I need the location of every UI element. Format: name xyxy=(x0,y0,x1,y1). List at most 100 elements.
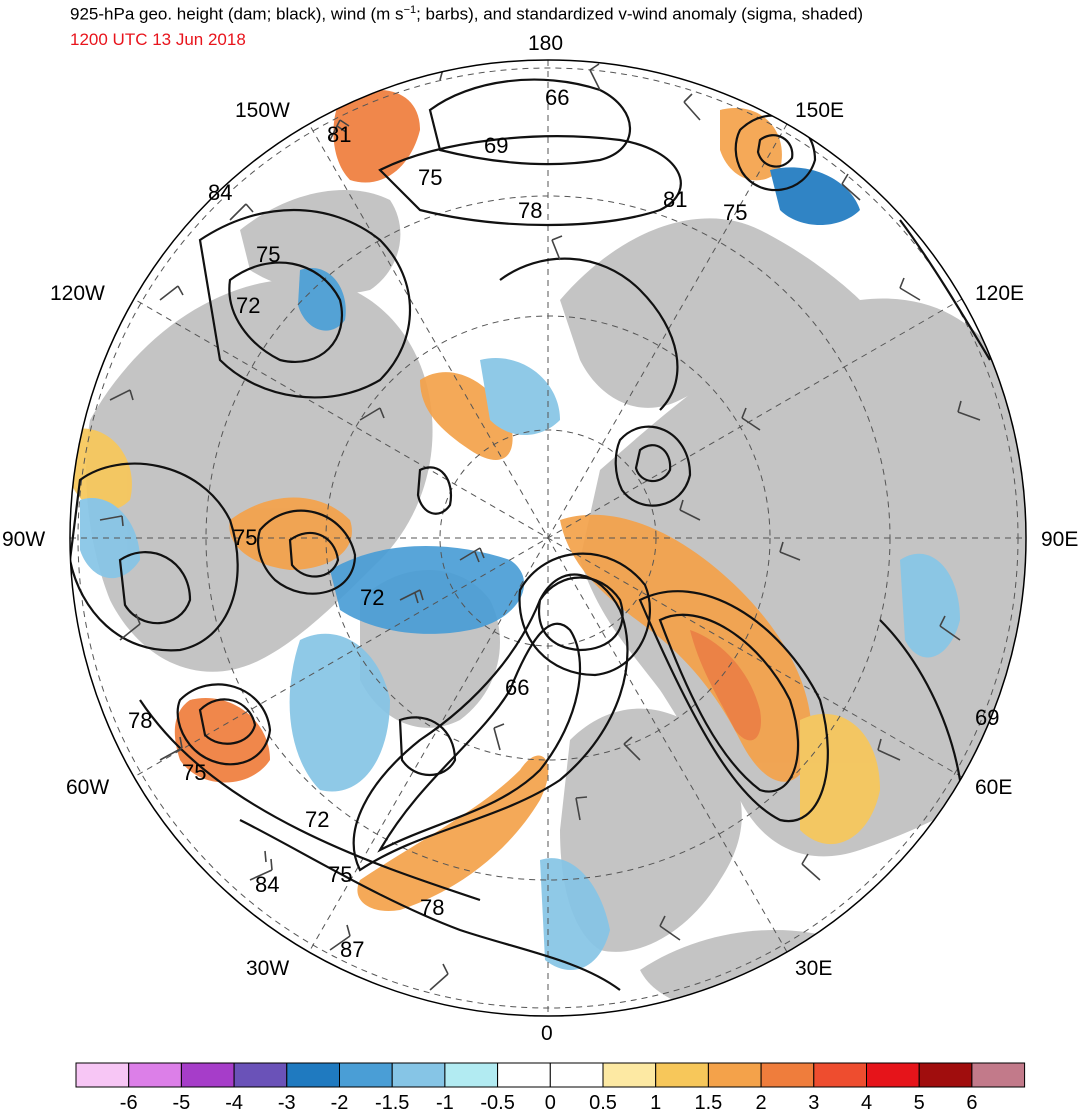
title-superscript: −1 xyxy=(403,4,417,16)
colorbar-tick-label: -1.5 xyxy=(375,1092,409,1112)
wind-barb xyxy=(679,499,701,521)
lon-label-120w: 120W xyxy=(50,282,105,305)
wind-barb xyxy=(429,963,449,991)
height-label: 84 xyxy=(208,180,232,205)
colorbar-box xyxy=(602,1062,657,1088)
contour-labels: 66 69 75 78 81 84 75 72 75 72 66 78 75 7… xyxy=(128,85,999,962)
wind-barb xyxy=(159,285,184,301)
contour xyxy=(288,531,340,578)
lon-label-150w: 150W xyxy=(235,99,290,122)
wind-barb xyxy=(741,407,761,431)
contour xyxy=(70,462,239,652)
wind-barb xyxy=(159,736,183,761)
contour xyxy=(899,219,991,361)
wind-barb xyxy=(899,277,921,301)
contour xyxy=(118,551,192,625)
colorbar-box xyxy=(813,1062,867,1088)
contour xyxy=(499,257,679,411)
anomaly-positive-east-siberia xyxy=(720,108,782,181)
lon-label-150e: 150E xyxy=(795,99,844,122)
colorbar-tick-label: -5 xyxy=(173,1092,191,1112)
colorbar-box xyxy=(286,1062,340,1088)
wind-barb xyxy=(399,589,424,604)
chart-title: 925-hPa geo. height (dam; black), wind (… xyxy=(70,4,863,25)
height-label: 84 xyxy=(255,872,279,897)
height-label: 75 xyxy=(418,165,442,190)
height-label: 72 xyxy=(360,585,384,610)
colorbar-box xyxy=(391,1062,446,1088)
wind-barb xyxy=(779,541,801,561)
height-label: 78 xyxy=(518,198,542,223)
lon-label-30w: 30W xyxy=(246,957,289,980)
wind-barb xyxy=(575,796,588,821)
wind-barb xyxy=(99,515,124,527)
anomaly-positive-atlantic xyxy=(357,755,549,911)
colorbar-box xyxy=(180,1062,235,1088)
wind-barb xyxy=(249,850,273,881)
height-label: 69 xyxy=(484,133,508,158)
contour xyxy=(198,209,412,399)
lon-label-0: 0 xyxy=(541,1022,553,1045)
wind-barb xyxy=(683,93,701,121)
colorbar-box xyxy=(339,1062,393,1088)
anomaly-negative-europe xyxy=(540,858,610,970)
height-label: 69 xyxy=(975,705,999,730)
wind-barb xyxy=(659,915,681,941)
colorbar-tick-label: 2 xyxy=(756,1092,767,1112)
wind-barb xyxy=(119,613,141,641)
anomaly-negative-greenland xyxy=(330,546,525,634)
colorbar-box xyxy=(918,1062,973,1088)
lon-label-60w: 60W xyxy=(66,776,109,799)
colorbar-tick-label: 1 xyxy=(650,1092,661,1112)
colorbar-tick-label: -3 xyxy=(278,1092,296,1112)
height-label: 87 xyxy=(340,937,364,962)
contour xyxy=(518,552,651,677)
contour xyxy=(176,683,272,766)
contour xyxy=(377,622,582,853)
colorbar-tick-label: 4 xyxy=(861,1092,872,1112)
colorbar-tick-label: 5 xyxy=(914,1092,925,1112)
height-label: 81 xyxy=(327,122,351,147)
colorbar-box xyxy=(655,1062,709,1088)
contour xyxy=(378,135,682,227)
height-label: 72 xyxy=(236,293,260,318)
lon-label-120e: 120E xyxy=(975,282,1024,305)
colorbar-tick-label: -6 xyxy=(120,1092,138,1112)
colorbar-tick-label: -2 xyxy=(331,1092,349,1112)
lon-label-60e: 60E xyxy=(975,776,1012,799)
contour xyxy=(638,590,829,823)
height-label: 78 xyxy=(420,895,444,920)
colorbar-box xyxy=(444,1062,499,1088)
wind-barb xyxy=(957,400,981,421)
height-label: 78 xyxy=(128,708,152,733)
colorbar-box xyxy=(707,1062,762,1088)
valid-time: 1200 UTC 13 Jun 2018 xyxy=(70,30,246,49)
anomaly-negative-atlantic xyxy=(289,633,390,792)
title-rest: ; barbs), and standardized v-wind anomal… xyxy=(416,4,864,24)
contour xyxy=(239,819,621,991)
contour xyxy=(634,444,672,483)
wind-barb xyxy=(459,547,485,563)
wind-barb xyxy=(329,119,350,141)
title-main: 925-hPa geo. height (dam; black), wind (… xyxy=(70,4,404,24)
colorbar-box xyxy=(497,1062,551,1088)
height-label: 75 xyxy=(256,242,280,267)
anomaly-negative-east-siberia xyxy=(770,167,860,225)
lon-label-30e: 30E xyxy=(795,957,832,980)
colorbar-tick-label: -0.5 xyxy=(480,1092,514,1112)
wind-barb xyxy=(939,615,961,641)
contour xyxy=(416,466,453,515)
colorbar-box xyxy=(128,1062,182,1088)
colorbar-tick-label: 0.5 xyxy=(589,1092,617,1112)
map-disk xyxy=(70,60,1026,1016)
anomaly-negative-baffin xyxy=(298,268,346,331)
height-label: 72 xyxy=(305,807,329,832)
wind-barb xyxy=(493,723,505,751)
contour xyxy=(228,261,343,363)
colorbar-boxes xyxy=(75,1062,1026,1088)
height-label: 75 xyxy=(723,200,747,225)
contour xyxy=(398,716,457,776)
wind-barb xyxy=(109,389,134,401)
height-label: 81 xyxy=(663,187,687,212)
